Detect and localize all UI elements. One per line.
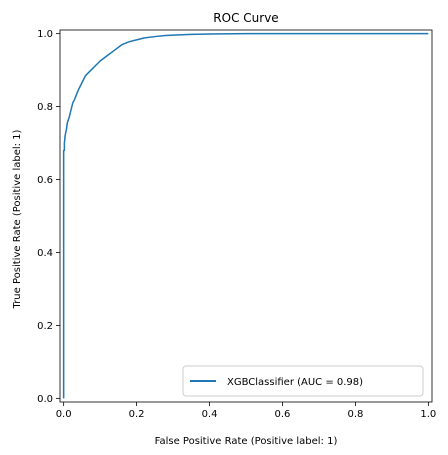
x-tick-label: 0.4 [202, 409, 218, 420]
y-axis-ticks: 0.0 0.2 0.4 0.6 0.8 1.0 [37, 29, 60, 405]
plot-frame [59, 29, 433, 403]
chart-title: ROC Curve [213, 11, 278, 25]
x-axis-ticks: 0.0 0.2 0.4 0.6 0.8 1.0 [56, 402, 436, 420]
legend: XGBClassifier (AUC = 0.98) [182, 365, 424, 397]
y-tick-label: 0.6 [37, 175, 53, 186]
x-tick-label: 0.6 [275, 409, 291, 420]
y-tick-label: 0.4 [37, 248, 53, 259]
plot-area [59, 29, 433, 403]
x-tick-label: 0.0 [56, 409, 72, 420]
y-tick-label: 0.2 [37, 321, 53, 332]
x-tick-label: 0.2 [129, 409, 145, 420]
y-axis-label: True Positive Rate (Positive label: 1) [12, 129, 23, 309]
legend-box [182, 365, 424, 397]
legend-entry-xgbclassifier: XGBClassifier (AUC = 0.98) [227, 377, 363, 388]
roc-curve-line [62, 32, 429, 399]
y-tick-label: 0.0 [37, 394, 53, 405]
y-tick-label: 1.0 [37, 29, 53, 40]
y-tick-label: 0.8 [37, 102, 53, 113]
x-tick-label: 1.0 [420, 409, 436, 420]
x-axis-label: False Positive Rate (Positive label: 1) [155, 436, 338, 447]
x-tick-label: 0.8 [347, 409, 363, 420]
